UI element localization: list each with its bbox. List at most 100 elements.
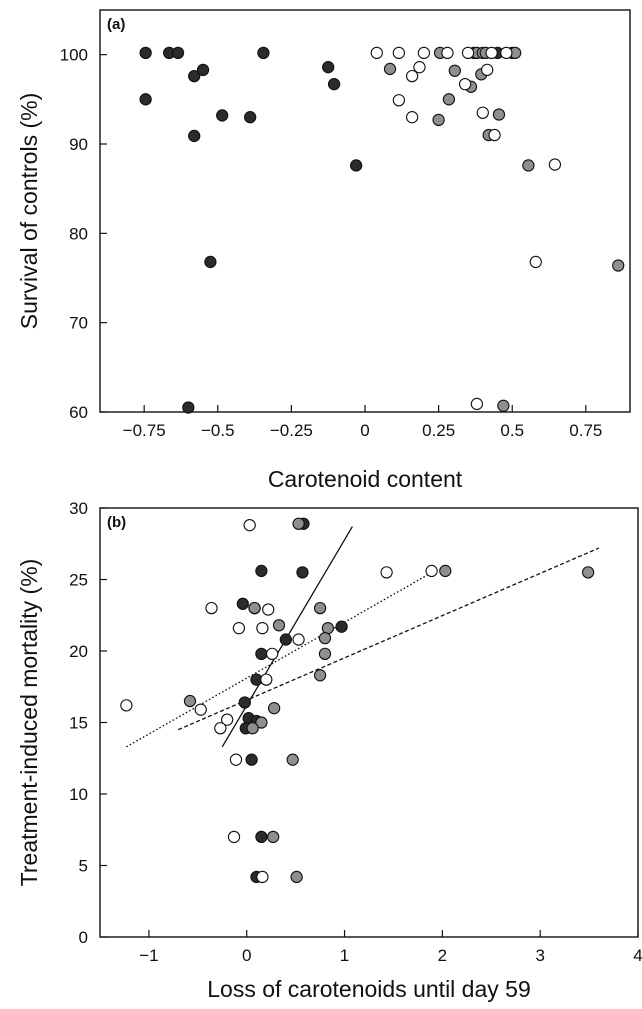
panel-b-series-2-point	[292, 517, 305, 530]
panel-b-y-tick-label: 30	[69, 499, 88, 518]
panel-a-series-1-point	[204, 255, 217, 269]
panel-b-x-tick-label: 1	[340, 946, 349, 965]
panel-b-series-3-point	[232, 621, 246, 635]
panel-a-series-1-point	[139, 46, 152, 60]
panel-a-x-tick-label: 0.25	[422, 421, 455, 440]
panel-b-series-2-point	[266, 830, 280, 844]
panel-a-series-1-point	[171, 46, 185, 60]
panel-b-series-2-point	[272, 619, 286, 632]
panel-b-x-tick-label: 3	[535, 946, 544, 965]
panel-b-chart: −1 0 1 2 3 4 0 5 10 15 20 25 30 Loss of carotenoids u…	[16, 499, 642, 1002]
panel-b-series-2-point	[255, 716, 268, 729]
panel-b-series-3-point	[243, 519, 256, 532]
panel-b-y-tick-label: 15	[69, 714, 88, 733]
panel-a-series-2-point	[383, 62, 397, 76]
panel-b-series-2-point	[313, 669, 327, 682]
panel-b-series-2-point	[581, 566, 595, 579]
panel-a-series-1-point	[139, 93, 152, 106]
panel-a-series-3-point	[458, 77, 472, 91]
panel-a-series-2-point	[448, 64, 461, 77]
panel-b-series-1-point	[245, 753, 258, 766]
panel-b-series-3-point	[221, 713, 234, 726]
panel-a-series-2-point	[497, 399, 510, 412]
panel-a-y-axis-label: Survival of controls (%)	[16, 93, 42, 329]
panel-a-series-1-point	[327, 77, 341, 91]
panel-a-series-1-point	[244, 111, 257, 124]
panel-a-panel-label: (a)	[107, 16, 125, 33]
panel-b-series-2-point	[267, 702, 281, 715]
panel-b-series-2-point	[439, 564, 452, 578]
panel-b-series-1-point	[255, 830, 268, 844]
panel-a-y-tick-label: 100	[60, 46, 88, 65]
panel-a-series-1-point	[182, 401, 195, 414]
panel-b-series-1-point	[296, 566, 309, 579]
panel-a-series-3-point	[529, 255, 542, 269]
panel-b-series-2-point	[313, 601, 327, 615]
panel-b-x-tick-label: 2	[438, 946, 447, 965]
panel-b-series-3-point	[256, 870, 269, 884]
panel-a-x-tick-label: 0.5	[500, 421, 524, 440]
panel-a-series-3-point	[392, 46, 406, 60]
panel-a-series-2-point	[522, 159, 535, 172]
panel-b-series-3-point	[229, 753, 243, 766]
panel-b-series-2-point	[248, 601, 261, 615]
panel-a-y-tick-label: 90	[69, 135, 88, 154]
panel-b-series-1-point	[279, 633, 293, 646]
panel-b-y-axis-label: Treatment-induced mortality (%)	[16, 559, 42, 887]
panel-b-series-3-point	[205, 601, 218, 615]
panel-a-frame	[99, 9, 631, 413]
panel-b-series-3-point	[214, 722, 227, 735]
panel-b-x-tick-label: 0	[242, 946, 251, 965]
panel-a-series-2-point	[432, 113, 445, 127]
panel-a-series-3-point	[488, 128, 501, 142]
panel-a-series-2-point	[612, 259, 625, 272]
panel-a-series-1-point	[322, 61, 335, 74]
panel-b-series-1-point	[255, 647, 268, 661]
panel-a-x-tick-label: −0.75	[123, 421, 166, 440]
panel-a-series-3-point	[417, 46, 431, 60]
panel-b-series-3-point	[260, 673, 273, 686]
panel-a-series-3-point	[485, 46, 498, 60]
panel-b-series-3-point	[194, 703, 207, 716]
panel-a-series-1-point	[350, 159, 363, 172]
panel-b-series-3-point	[120, 699, 133, 712]
panel-b-series-1-point	[255, 564, 268, 578]
panel-b-x-tick-label: −1	[139, 946, 158, 965]
panel-b-y-tick-label: 10	[69, 785, 88, 804]
panel-a-x-axis-label: Carotenoid content	[268, 466, 463, 492]
panel-a-series-1-point	[257, 46, 270, 60]
panel-a-y-tick-label: 80	[69, 224, 88, 243]
panel-b-dotted-regression-line	[126, 570, 435, 748]
panel-b-series-2-point	[321, 621, 335, 635]
panel-b-series-3-point	[227, 830, 241, 844]
panel-a-x-tick-label: 0	[360, 421, 369, 440]
panel-b-panel-label: (b)	[107, 514, 126, 531]
panel-b-dashed-regression-line	[177, 547, 600, 731]
panel-a-x-tick-label: 0.75	[569, 421, 602, 440]
panel-a-series-1-point	[196, 63, 210, 77]
panel-b-series-3-point	[380, 566, 393, 579]
panel-b-series-2-point	[318, 647, 332, 661]
panel-a-series-3-point	[370, 46, 383, 60]
panel-a-series-3-point	[413, 61, 426, 74]
panel-a-series-1-point	[188, 69, 201, 83]
panel-b-series-3-point	[292, 633, 305, 646]
panel-a-series-3-point	[461, 46, 475, 60]
panel-b-frame	[99, 507, 639, 938]
panel-a-series-3-point	[548, 158, 562, 171]
panel-b-series-2-point	[246, 722, 259, 735]
panel-b-series-2-point	[318, 631, 332, 645]
panel-b-series-1-point	[238, 696, 251, 709]
panel-a-series-2-point	[442, 93, 456, 106]
panel-b-x-axis-label: Loss of carotenoids until day 59	[207, 976, 530, 1002]
panel-a-series-3-point	[405, 111, 419, 124]
panel-b-series-2-point	[290, 870, 303, 884]
panel-a-series-1-point	[188, 129, 201, 143]
panel-a-series-1-point	[216, 109, 229, 122]
panel-a-series-3-point	[470, 397, 484, 411]
panel-a-x-tick-label: −0.25	[270, 421, 313, 440]
panel-a-chart: −0.75 −0.5 −0.25 0 0.25 0.5 0.75 60 70 80 90 100 Car…	[16, 9, 631, 492]
panel-a-series-3-point	[481, 63, 494, 77]
panel-a-series-3-point	[476, 106, 489, 119]
